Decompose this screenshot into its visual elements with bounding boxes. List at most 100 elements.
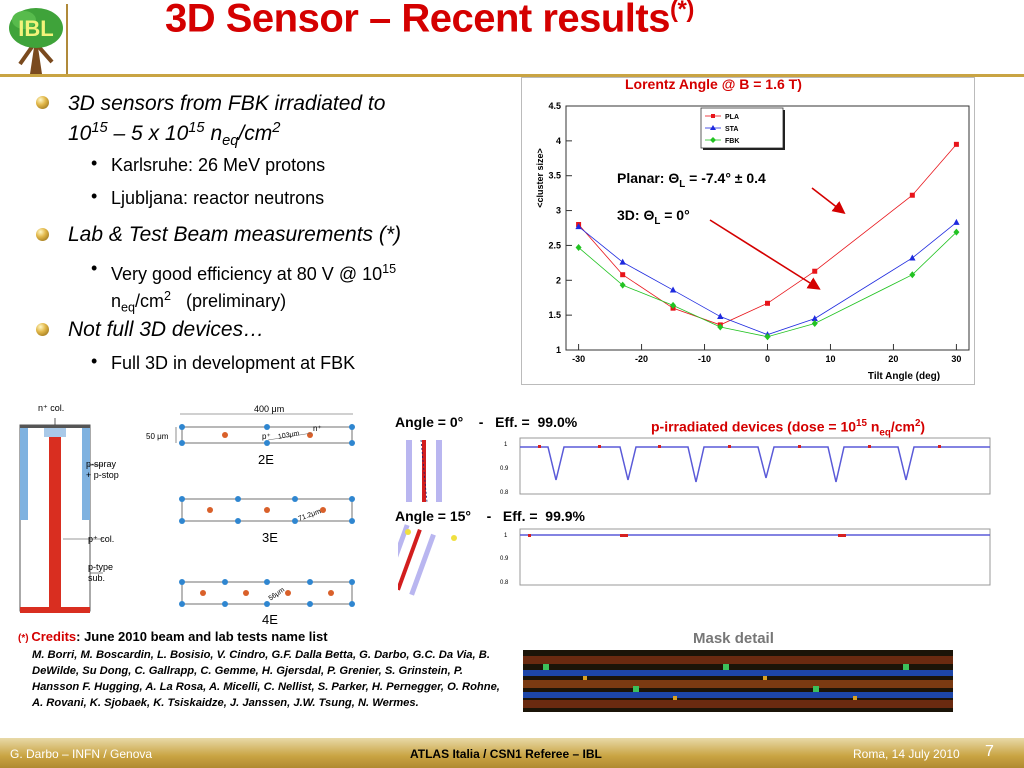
page-number: 7	[985, 743, 994, 760]
legend-label: PLA	[725, 114, 739, 121]
data-point-fbk	[619, 281, 626, 289]
sub-bullet-efficiency: Very good efficiency at 80 V @ 1015 neq/…	[111, 262, 397, 315]
data-point-pla	[812, 268, 818, 274]
p-spray-label: p-spray + p-stop	[86, 459, 119, 480]
3d-annotation: 3D: ΘL = 0°	[617, 207, 690, 227]
p-col-label: p⁺ col.	[88, 534, 115, 544]
angle15-label: Angle = 15° - Eff. = 99.9%	[395, 508, 585, 524]
sub-bullet-dot: •	[91, 153, 98, 173]
pixel-configurations	[175, 413, 355, 607]
footer-event: ATLAS Italia / CSN1 Referee – IBL	[410, 747, 602, 761]
data-point-sta	[811, 315, 818, 322]
data-point-sta	[909, 254, 916, 261]
data-point-fbk	[811, 320, 818, 328]
p-plus-label: p⁺	[262, 432, 271, 441]
data-point-pla	[953, 141, 959, 147]
svg-text:0.9: 0.9	[500, 466, 509, 472]
p-type-label: p-type sub.	[88, 562, 114, 583]
bullet-lab-test-beam: Lab & Test Beam measurements (*)	[68, 223, 402, 246]
y-tick-label: 1.5	[548, 310, 561, 320]
width-label: 400 μm	[254, 404, 285, 414]
sub-bullet-dot: •	[91, 186, 98, 206]
series-line-pla	[578, 144, 957, 326]
sub-bullet-ljubljana: Ljubljana: reactor neutrons	[111, 188, 325, 208]
legend-marker	[710, 137, 716, 143]
data-point-fbk	[717, 323, 724, 331]
sub-bullet-dot: •	[91, 258, 98, 278]
logo-text: IBL	[18, 16, 53, 41]
config-3e-label: 3E	[262, 530, 278, 545]
y-tick-label: 3	[556, 206, 561, 216]
x-tick-label: 10	[825, 354, 835, 364]
footer-date: Roma, 14 July 2010	[853, 747, 960, 761]
svg-text:1: 1	[504, 442, 508, 448]
logo-divider	[66, 4, 68, 74]
test-beam-plots: 1 0.9 0.8 1 0.9 0.8	[398, 437, 991, 596]
legend-marker	[711, 114, 715, 118]
svg-text:0.8: 0.8	[500, 580, 509, 586]
data-point-fbk	[670, 301, 677, 309]
bullet-not-full-3d: Not full 3D devices…	[68, 318, 265, 341]
chart-ylabel: <cluster size>	[535, 148, 545, 208]
n-plus-label: n⁺	[313, 424, 322, 433]
data-point-fbk	[953, 228, 960, 236]
x-tick-label: 0	[765, 354, 770, 364]
config-2e-label: 2E	[258, 452, 274, 467]
x-tick-label: 30	[951, 354, 961, 364]
y-tick-label: 2	[556, 275, 561, 285]
sub-bullet-karlsruhe: Karlsruhe: 26 MeV protons	[111, 155, 326, 175]
n-col-label: n⁺ col.	[38, 403, 65, 413]
legend-shadow	[703, 148, 785, 150]
bullet-icon	[36, 228, 49, 241]
legend-label: FBK	[725, 138, 739, 145]
y-tick-label: 1	[556, 345, 561, 355]
data-point-sta	[717, 313, 724, 320]
y-tick-label: 4.5	[548, 101, 561, 111]
legend-marker	[710, 125, 716, 130]
mask-detail-label: Mask detail	[693, 630, 774, 647]
data-point-fbk	[764, 333, 771, 341]
credits-heading: (*) Credits: June 2010 beam and lab test…	[18, 629, 328, 644]
bullet-icon	[36, 323, 49, 336]
config-4e-label: 4E	[262, 612, 278, 627]
data-point-sta	[953, 218, 960, 225]
x-tick-label: -20	[635, 354, 648, 364]
credits-names: M. Borri, M. Boscardin, L. Bosisio, V. C…	[32, 649, 500, 709]
y-tick-label: 3.5	[548, 171, 561, 181]
data-point-sta	[619, 258, 626, 265]
sensor-cross-section	[19, 418, 103, 613]
planar-annotation: Planar: ΘL = -7.4° ± 0.4	[617, 170, 766, 190]
legend-shadow	[783, 110, 785, 150]
footer-bar	[0, 738, 1024, 768]
x-tick-label: 20	[888, 354, 898, 364]
svg-text:0.8: 0.8	[500, 490, 509, 496]
mask-detail-image	[523, 650, 953, 712]
angle0-label: Angle = 0° - Eff. = 99.0%	[395, 414, 578, 430]
bullet-3d-sensors: 3D sensors from FBK irradiated to 1015 –…	[68, 92, 386, 150]
data-point-pla	[909, 192, 915, 198]
data-point-pla	[620, 272, 626, 278]
svg-text:0.9: 0.9	[500, 556, 509, 562]
series-line-sta	[578, 222, 957, 336]
height-label: 50 μm	[146, 432, 169, 441]
header-rule	[0, 74, 1024, 77]
data-point-fbk	[909, 271, 916, 279]
data-point-fbk	[575, 244, 582, 252]
svg-text:1: 1	[504, 533, 508, 539]
data-point-pla	[765, 300, 770, 306]
chart-title: Lorentz Angle @ B = 1.6 T)	[625, 76, 802, 92]
series-line-fbk	[578, 231, 957, 338]
x-tick-label: -30	[572, 354, 585, 364]
chart-xlabel: Tilt Angle (deg)	[868, 371, 940, 382]
sub-bullet-full-3d: Full 3D in development at FBK	[111, 353, 356, 373]
bullet-icon	[36, 96, 49, 109]
data-point-sta	[575, 223, 582, 230]
y-tick-label: 2.5	[548, 240, 561, 250]
annotation-arrows	[709, 187, 846, 290]
legend-label: STA	[725, 126, 738, 133]
irradiated-devices-label: p-irradiated devices (dose = 1015 neq/cm…	[651, 418, 926, 439]
ibl-logo: IBL	[6, 4, 66, 76]
footer-author: G. Darbo – INFN / Genova	[10, 747, 153, 761]
slide-title: 3D Sensor – Recent results(*)	[165, 0, 694, 41]
lorentz-angle-chart: 1 1.5 2 2.5 3 3.5 4 4.5 -30 -20 -10 0 10 20 30 PLA STA F…	[535, 101, 970, 382]
